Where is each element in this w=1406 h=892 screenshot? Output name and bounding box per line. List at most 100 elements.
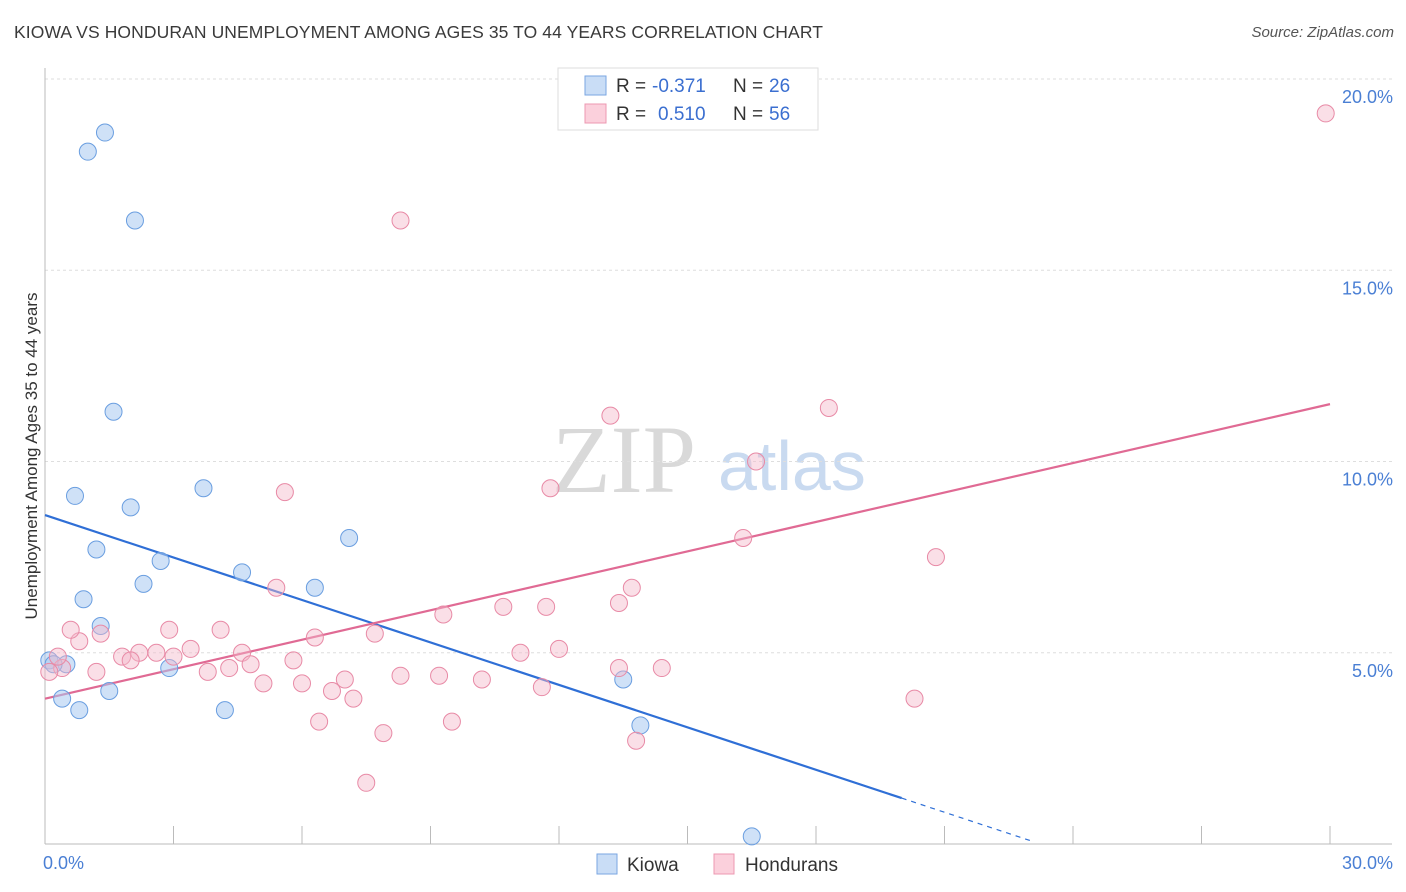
data-points — [40, 104, 1335, 846]
data-point-hondurans — [494, 597, 513, 616]
data-point-hondurans — [430, 666, 449, 685]
data-point-kiowa — [614, 670, 633, 689]
data-point-hondurans — [550, 639, 568, 658]
bottom-legend-hondurans: Hondurans — [745, 855, 838, 876]
data-point-hondurans — [434, 605, 453, 624]
data-point-kiowa — [91, 616, 110, 635]
data-point-kiowa — [742, 827, 761, 846]
data-point-hondurans — [147, 643, 166, 662]
data-point-hondurans — [391, 211, 410, 230]
data-point-hondurans — [284, 651, 303, 670]
data-point-hondurans — [622, 578, 641, 597]
data-point-hondurans — [609, 594, 628, 613]
data-point-kiowa — [121, 498, 140, 517]
data-point-hondurans — [164, 647, 183, 666]
data-point-kiowa — [100, 682, 119, 700]
data-point-hondurans — [310, 712, 329, 731]
legend-r-value-kiowa: -0.371 — [652, 76, 706, 97]
axes: 5.0% 10.0% 15.0% 20.0% 0.0% 30.0% — [43, 68, 1393, 873]
data-point-kiowa — [215, 701, 234, 720]
data-point-hondurans — [91, 624, 110, 643]
data-point-kiowa — [233, 563, 252, 582]
data-point-kiowa — [340, 529, 359, 547]
data-point-hondurans — [532, 678, 551, 697]
bottom-legend-kiowa: Kiowa — [627, 855, 679, 876]
y-tick-label: 15.0% — [1342, 278, 1393, 298]
data-point-hondurans — [734, 529, 753, 547]
x-tick-label: 30.0% — [1342, 853, 1393, 873]
data-point-hondurans — [322, 682, 341, 700]
data-point-kiowa — [134, 574, 153, 593]
data-point-kiowa — [87, 540, 106, 559]
legend-box: R = -0.371 N = 26 R = 0.510 N = 56 — [557, 67, 819, 131]
data-point-hondurans — [365, 624, 384, 643]
x-tick-label: 0.0% — [43, 853, 84, 873]
legend-n-value-hondurans: 56 — [769, 104, 790, 125]
bottom-legend: Kiowa Hondurans — [596, 853, 838, 876]
y-tick-label: 10.0% — [1342, 470, 1393, 490]
trend-line-extension-kiowa — [901, 797, 1031, 842]
chart-title: KIOWA VS HONDURAN UNEMPLOYMENT AMONG AGE… — [14, 22, 824, 42]
data-point-hondurans — [241, 655, 260, 674]
trend-lines — [44, 403, 1331, 842]
data-point-hondurans — [254, 674, 273, 693]
data-point-hondurans — [87, 662, 106, 681]
data-point-kiowa — [151, 551, 170, 570]
data-point-kiowa — [104, 402, 123, 421]
data-point-hondurans — [61, 620, 80, 639]
data-point-hondurans — [601, 406, 620, 425]
legend-n-label-hondurans: N = — [733, 104, 763, 125]
data-point-hondurans — [160, 620, 179, 639]
data-point-kiowa — [65, 486, 84, 505]
data-point-hondurans — [819, 398, 838, 417]
data-point-hondurans — [747, 452, 766, 471]
data-point-hondurans — [627, 731, 646, 750]
watermark-zip: ZIP — [552, 406, 696, 513]
data-point-hondurans — [40, 662, 59, 681]
y-tick-label: 20.0% — [1342, 87, 1393, 107]
data-point-kiowa — [70, 701, 89, 720]
data-point-hondurans — [357, 773, 376, 792]
bottom-legend-swatch-kiowa — [596, 853, 618, 875]
data-point-hondurans — [374, 724, 393, 743]
watermark-atlas: atlas — [718, 427, 866, 505]
data-point-hondurans — [198, 662, 217, 681]
data-point-hondurans — [541, 479, 560, 498]
data-point-hondurans — [211, 620, 230, 639]
legend-r-label-hondurans: R = — [616, 104, 646, 125]
data-point-hondurans — [48, 647, 67, 666]
trend-line-hondurans — [44, 403, 1331, 700]
data-point-kiowa — [305, 578, 324, 597]
data-point-hondurans — [344, 689, 363, 708]
data-point-hondurans — [305, 628, 324, 647]
data-point-hondurans — [926, 548, 945, 567]
legend-n-label-kiowa: N = — [733, 76, 763, 97]
data-point-hondurans — [113, 647, 132, 666]
data-point-hondurans — [609, 659, 628, 678]
data-point-kiowa — [74, 590, 93, 609]
data-point-hondurans — [220, 659, 239, 678]
data-point-hondurans — [905, 689, 924, 708]
data-point-hondurans — [537, 597, 556, 616]
data-point-kiowa — [125, 211, 144, 230]
data-point-hondurans — [652, 659, 671, 678]
data-point-hondurans — [181, 639, 200, 658]
y-axis-label: Unemployment Among Ages 35 to 44 years — [22, 293, 41, 620]
data-point-hondurans — [121, 651, 140, 670]
data-point-kiowa — [631, 716, 650, 735]
source-label: Source: ZipAtlas.com — [1251, 24, 1394, 41]
data-point-hondurans — [335, 670, 354, 689]
data-point-kiowa — [194, 479, 213, 498]
data-point-hondurans — [275, 483, 294, 502]
data-point-hondurans — [267, 578, 286, 597]
trend-line-kiowa — [44, 514, 903, 800]
data-point-kiowa — [78, 142, 97, 161]
data-point-hondurans — [293, 674, 311, 693]
data-point-kiowa — [95, 123, 114, 142]
data-point-kiowa — [160, 659, 179, 678]
legend-swatch-hondurans — [584, 103, 607, 124]
legend-r-value-hondurans: 0.510 — [658, 104, 706, 125]
legend-r-label-kiowa: R = — [616, 76, 646, 97]
data-point-hondurans — [472, 670, 491, 689]
